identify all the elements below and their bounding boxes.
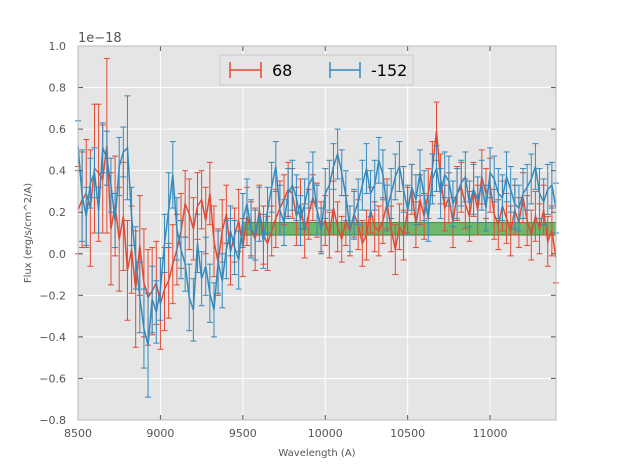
y-tick-label: 0.4 (49, 165, 67, 178)
y-tick-label: −0.4 (39, 331, 66, 344)
x-tick-label: 10500 (390, 427, 425, 440)
y-axis-label: Flux (erg/s/cm^2/A) (23, 183, 34, 283)
y-tick-label: 1.0 (49, 40, 67, 53)
tick-labels: 8500 9000 9500 10000 10500 11000 −0.8 −0.6 −0.4 −… (39, 40, 507, 440)
y-tick-label: 0.0 (49, 248, 67, 261)
legend-label-68: 68 (272, 61, 292, 80)
x-tick-label: 8500 (64, 427, 92, 440)
legend: 68 -152 (219, 54, 414, 86)
series-neg152 (75, 95, 559, 398)
legend-label-neg152: -152 (371, 61, 407, 80)
offset-text: 1e−18 (78, 31, 122, 46)
legend-marker-neg152 (329, 62, 361, 78)
axis-ticks (77, 45, 557, 421)
y-tick-label: −0.2 (39, 289, 66, 302)
y-tick-label: 0.6 (49, 123, 67, 136)
y-tick-label: −0.6 (39, 372, 66, 385)
x-tick-label: 9000 (146, 427, 174, 440)
grid-lines (77, 45, 556, 421)
plot-frame (77, 45, 557, 421)
y-tick-label: −0.8 (39, 414, 66, 427)
legend-marker-68 (229, 62, 262, 78)
series-line (77, 145, 557, 346)
x-tick-label: 9500 (229, 427, 257, 440)
x-tick-label: 10000 (308, 427, 343, 440)
x-tick-label: 11000 (473, 427, 508, 440)
y-tick-label: 0.8 (49, 82, 67, 95)
y-tick-label: 0.2 (49, 206, 67, 219)
x-axis-label: Wavelength (A) (278, 448, 355, 459)
